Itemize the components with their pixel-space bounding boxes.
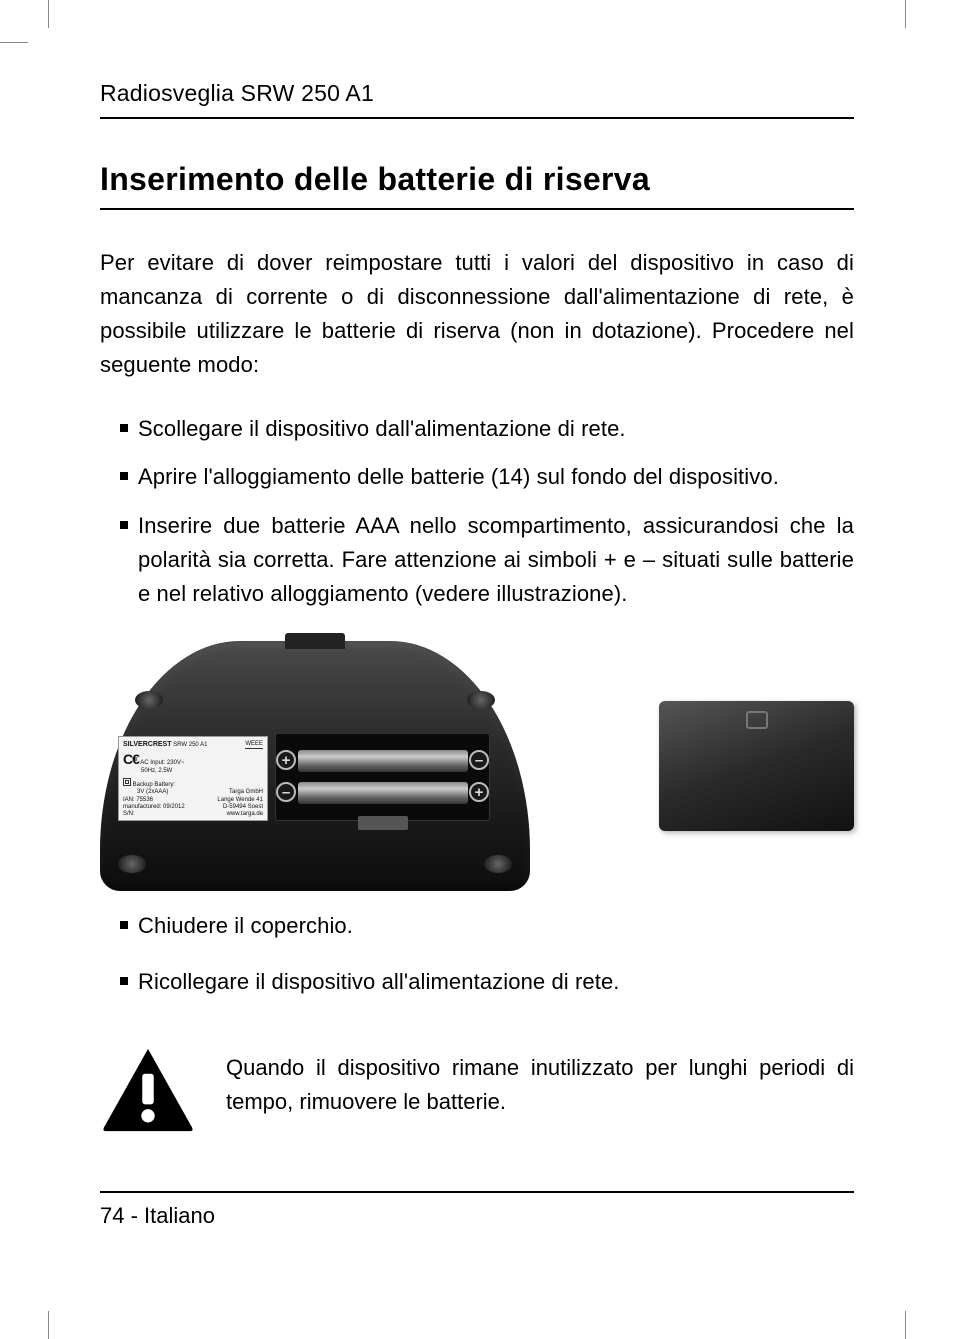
device-clip — [285, 633, 345, 649]
label-line: 3V (2xAAA) — [137, 789, 168, 795]
section-title: Inserimento delle batterie di riserva — [100, 161, 854, 210]
label-model: SRW 250 A1 — [173, 742, 207, 748]
label-mfr: D-59494 Soest — [223, 804, 263, 811]
crop-mark — [48, 0, 49, 28]
page-footer: 74 - Italiano — [100, 1191, 854, 1229]
aaa-battery — [298, 750, 468, 772]
steps-list: Scollegare il dispositivo dall'alimentaz… — [100, 412, 854, 610]
crop-mark — [905, 1311, 906, 1339]
rubber-foot — [118, 855, 146, 873]
weee-mark: WEEE — [245, 741, 263, 749]
step-item: Aprire l'alloggiamento delle batterie (1… — [138, 460, 854, 494]
label-line: S/N: — [123, 811, 135, 817]
compartment-latch — [358, 816, 408, 830]
polarity-plus-icon: + — [276, 750, 296, 770]
warning-text: Quando il dispositivo rimane inutilizzat… — [226, 1047, 854, 1119]
warning-triangle-icon — [100, 1047, 196, 1133]
rubber-foot — [135, 691, 163, 709]
step-item: Scollegare il dispositivo dall'alimentaz… — [138, 412, 854, 446]
rubber-foot — [467, 691, 495, 709]
polarity-minus-icon: – — [276, 782, 296, 802]
double-insulation-icon — [123, 778, 131, 786]
aaa-battery — [298, 782, 468, 804]
step-item: Inserire due batterie AAA nello scompart… — [138, 509, 854, 611]
label-line: AC Input: 230V~ — [140, 760, 184, 766]
label-line: manufactured: 09/2012 — [123, 804, 185, 810]
steps-list-continued: Chiudere il coperchio. Ricollegare il di… — [100, 909, 854, 999]
crop-mark — [905, 0, 906, 28]
label-mfr: Targa GmbH — [229, 789, 263, 796]
polarity-plus-icon: + — [469, 782, 489, 802]
battery-cover — [659, 701, 854, 831]
label-brand: SILVERCREST — [123, 741, 172, 748]
rating-label: SILVERCREST SRW 250 A1 WEEE C€ AC Input:… — [118, 736, 268, 821]
running-head: Radiosveglia SRW 250 A1 — [100, 80, 854, 119]
step-item: Ricollegare il dispositivo all'alimentaz… — [138, 965, 854, 999]
label-mfr: Lange Wende 41 — [217, 797, 263, 804]
rubber-foot — [484, 855, 512, 873]
label-mfr: www.targa.de — [227, 811, 263, 818]
polarity-minus-icon: – — [469, 750, 489, 770]
battery-compartment: + – – + — [275, 733, 490, 821]
crop-mark — [0, 42, 28, 43]
label-line: 50Hz, 2.5W — [141, 768, 172, 774]
page-content: Radiosveglia SRW 250 A1 Inserimento dell… — [100, 80, 854, 1133]
label-line: IAN: 75536 — [123, 797, 153, 803]
step-item: Chiudere il coperchio. — [138, 909, 854, 943]
crop-mark — [48, 1311, 49, 1339]
label-line: Backup Battery: — [133, 782, 175, 788]
intro-paragraph: Per evitare di dover reimpostare tutti i… — [100, 246, 854, 382]
battery-illustration: SILVERCREST SRW 250 A1 WEEE C€ AC Input:… — [100, 641, 854, 891]
warning-block: Quando il dispositivo rimane inutilizzat… — [100, 1047, 854, 1133]
ce-mark-icon: C€ — [123, 751, 139, 768]
device-bottom-view: SILVERCREST SRW 250 A1 WEEE C€ AC Input:… — [100, 641, 530, 891]
